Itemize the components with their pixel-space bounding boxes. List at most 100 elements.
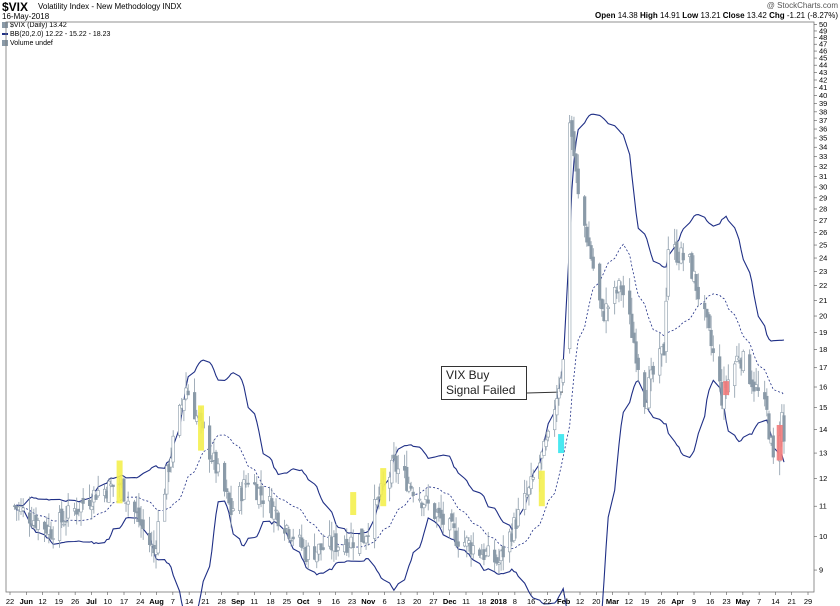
candle-body xyxy=(90,505,94,511)
y-tick-label: 16 xyxy=(819,383,827,392)
candle-body xyxy=(604,303,608,322)
y-tick-label: 33 xyxy=(819,152,827,161)
x-tick-label: 21 xyxy=(201,597,209,606)
x-tick-label: 16 xyxy=(332,597,340,606)
candle-body xyxy=(508,531,512,553)
y-tick-label: 42 xyxy=(819,76,827,85)
y-tick-label: 23 xyxy=(819,267,827,276)
candle-body xyxy=(553,409,557,431)
close-value: 13.42 xyxy=(746,11,767,20)
candle-body xyxy=(748,354,752,385)
candle-body xyxy=(561,359,565,383)
candle-body xyxy=(542,441,546,456)
candle-body xyxy=(690,253,694,279)
ohlc-readout: Open 14.38 High 14.91 Low 13.21 Close 13… xyxy=(595,11,838,20)
candle-body xyxy=(377,496,381,500)
candle-body xyxy=(214,451,218,474)
x-tick-label: 27 xyxy=(429,597,437,606)
candle-body xyxy=(765,395,769,410)
candle-body xyxy=(557,388,561,399)
x-tick-label: 24 xyxy=(136,597,144,606)
candle-body xyxy=(390,459,394,484)
y-tick-label: 32 xyxy=(819,162,827,171)
candle-body xyxy=(111,484,115,487)
candle-body xyxy=(165,465,169,495)
candle-body xyxy=(634,341,638,364)
x-tick-label: 9 xyxy=(692,597,696,606)
open-value: 14.38 xyxy=(617,11,638,20)
close-label: Close xyxy=(722,11,745,20)
candle-body xyxy=(471,545,475,555)
stockcharts-watermark: @ StockCharts.com xyxy=(766,1,838,10)
x-tick-label: 7 xyxy=(757,597,761,606)
candle-body xyxy=(169,457,173,468)
candle-body xyxy=(658,348,662,376)
candle-body xyxy=(227,492,231,504)
chg-label: Chg xyxy=(769,11,785,20)
candle-body xyxy=(606,306,610,309)
y-tick-label: 47 xyxy=(819,40,827,49)
high-label: High xyxy=(639,11,658,20)
candle-body xyxy=(529,476,533,489)
candle-body xyxy=(525,494,529,498)
ticker-symbol: $VIX xyxy=(2,0,29,14)
candle-body xyxy=(366,535,370,537)
candle-body xyxy=(570,120,574,137)
y-tick-label: 45 xyxy=(819,54,827,63)
y-tick-label: 46 xyxy=(819,47,827,56)
candle-body xyxy=(737,357,741,361)
candle-body xyxy=(559,377,563,392)
candle-body xyxy=(621,285,625,296)
candle-body xyxy=(598,263,602,301)
legend-vix-label: $VIX (Daily) 13.42 xyxy=(10,22,67,29)
x-tick-label: 11 xyxy=(250,597,258,606)
x-tick-label: 13 xyxy=(397,597,405,606)
candle-body xyxy=(544,439,548,447)
candle-body xyxy=(186,390,190,396)
candle-body xyxy=(208,425,212,460)
candle-body xyxy=(647,377,651,409)
candle-body xyxy=(523,493,527,510)
candle-body xyxy=(360,528,364,543)
x-tick-label: 26 xyxy=(657,597,665,606)
candle-body xyxy=(75,509,79,515)
candle-body xyxy=(632,332,636,343)
candle-body xyxy=(229,498,233,516)
y-tick-label: 38 xyxy=(819,107,827,116)
candle-body xyxy=(132,501,137,512)
x-tick-label: 26 xyxy=(71,597,79,606)
candle-body xyxy=(703,302,707,310)
x-tick-label: 14 xyxy=(185,597,193,606)
candle-body xyxy=(756,387,760,391)
candle-body xyxy=(572,131,576,157)
candle-body xyxy=(162,493,167,522)
candle-body xyxy=(664,300,668,352)
candle-body xyxy=(411,491,415,497)
legend-bb-swatch xyxy=(2,33,8,36)
candle-body xyxy=(709,329,713,347)
legend-vix-swatch xyxy=(2,22,8,29)
x-tick-label: Apr xyxy=(671,597,684,606)
candle-body xyxy=(450,513,454,522)
y-tick-label: 36 xyxy=(819,125,827,134)
candle-body xyxy=(456,541,460,547)
y-tick-label: 48 xyxy=(819,33,827,42)
candle-body xyxy=(666,249,670,297)
candle-body xyxy=(630,313,634,338)
candle-body xyxy=(147,532,152,546)
y-tick-label: 28 xyxy=(819,204,827,213)
legend-volume-label: Volume undef xyxy=(10,40,53,47)
open-label: Open xyxy=(595,11,616,20)
x-tick-label: 19 xyxy=(55,597,63,606)
legend-volume-swatch xyxy=(2,40,8,47)
x-tick-label: 7 xyxy=(171,597,175,606)
x-tick-label: 22 xyxy=(6,597,14,606)
ticker-description: Volatility Index - New Methodology INDX xyxy=(38,2,182,11)
x-tick-label: 12 xyxy=(576,597,584,606)
candle-body xyxy=(274,509,278,512)
signal-highlight-yellow xyxy=(198,405,205,451)
y-tick-label: 31 xyxy=(819,172,827,181)
chart-date: 16-May-2018 xyxy=(2,12,50,21)
candle-body xyxy=(182,399,186,411)
